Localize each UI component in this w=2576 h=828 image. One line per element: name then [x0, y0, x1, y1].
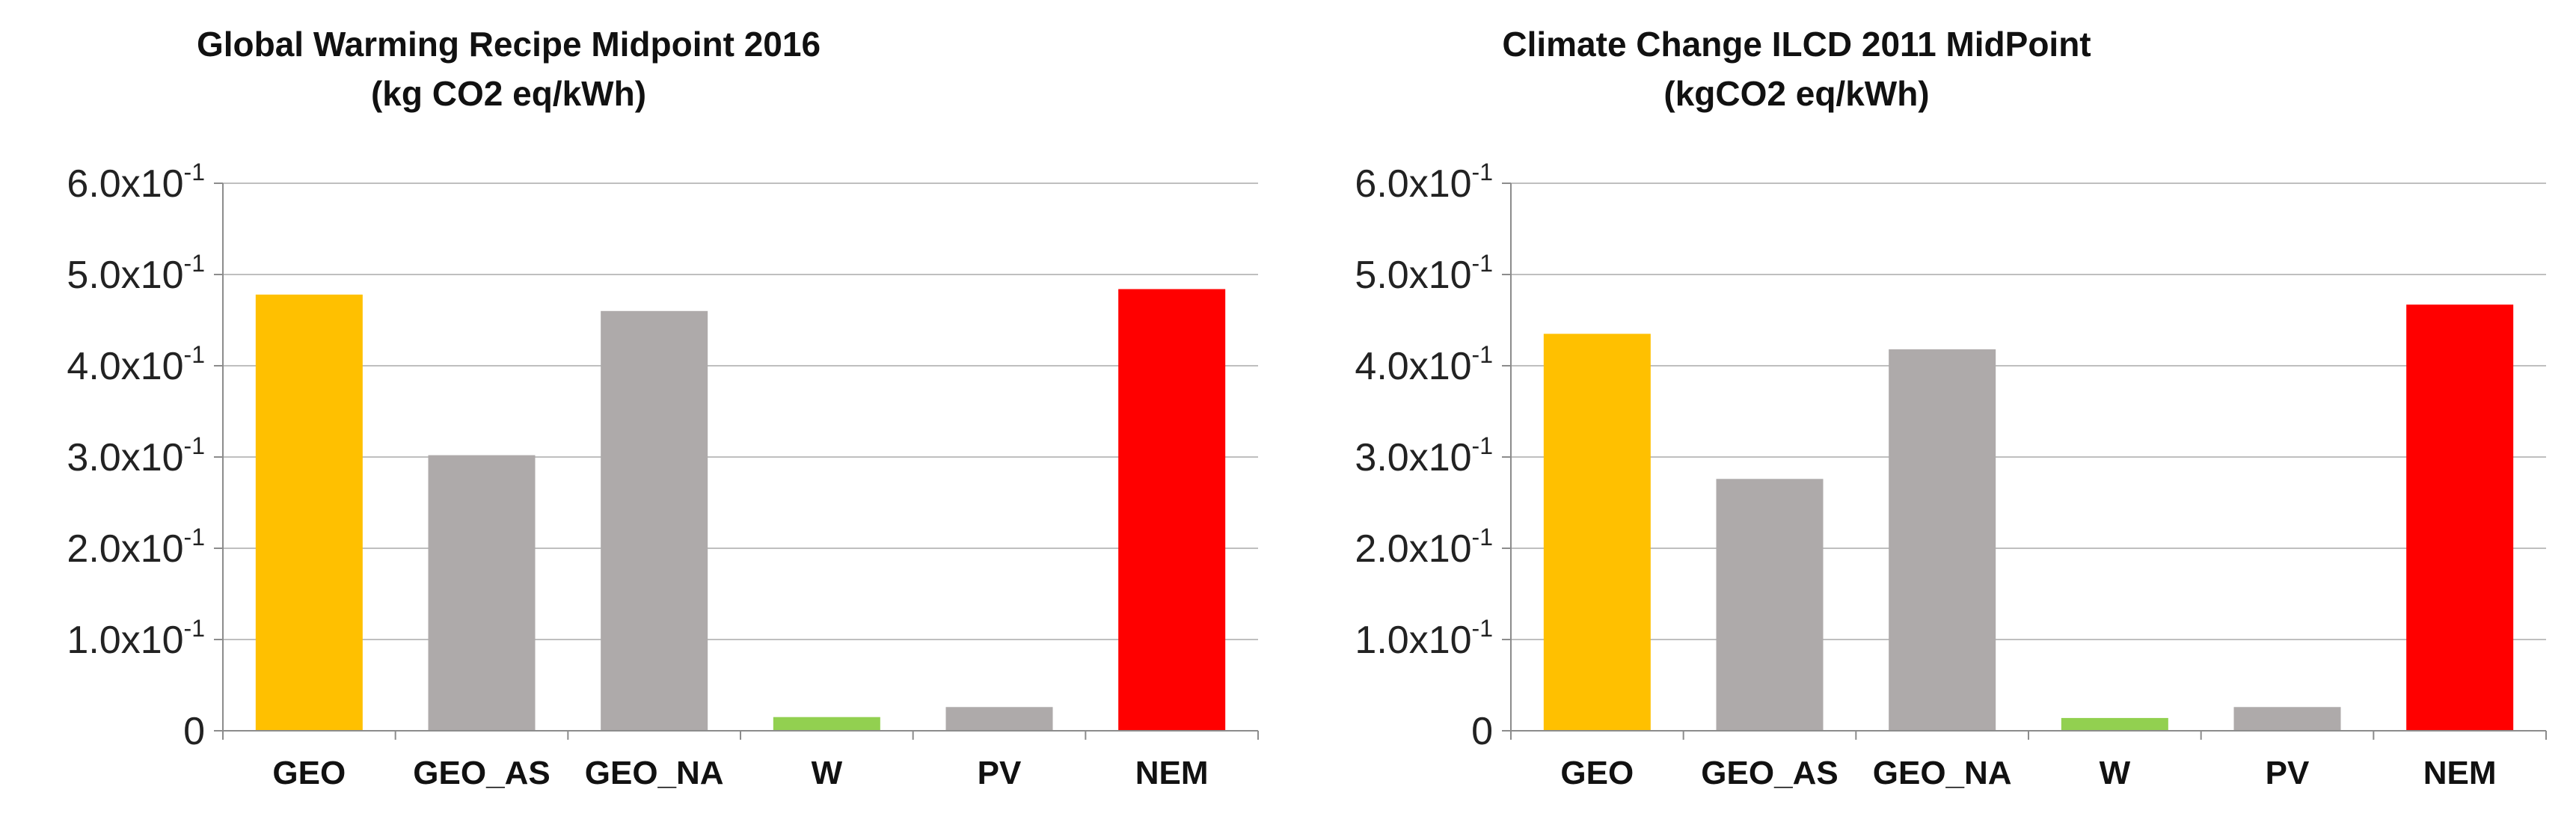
y-tick-label: 5.0x10-1 [1355, 250, 1493, 297]
x-tick-label: PV [2266, 755, 2310, 791]
chart-title: Climate Change ILCD 2011 MidPoint [1502, 25, 2091, 64]
bars [255, 289, 1226, 732]
bar-geo-na [601, 310, 708, 731]
gridlines [1511, 183, 2546, 640]
y-axis: 0 1.0x10-1 2.0x10-1 3.0x10-1 4.0x10-1 5.0x10-… [1355, 159, 1512, 753]
bar-geo-as [428, 455, 536, 731]
bar-nem [2406, 304, 2514, 731]
x-tick-label: GEO [272, 755, 346, 791]
x-tick-label: GEO [1560, 755, 1634, 791]
bar-chart-svg: 0 1.0x10-1 2.0x10-1 3.0x10-1 4.0x10-1 5.0x10-… [1355, 159, 2547, 791]
y-tick-label: 3.0x10-1 [67, 432, 205, 479]
x-tick-label: GEO_NA [1873, 755, 2012, 791]
y-tick-label: 1.0x10-1 [67, 615, 205, 662]
y-tick-label: 1.0x10-1 [1355, 615, 1493, 662]
bar-nem [1118, 289, 1226, 731]
chart-panel-global-warming: Global Warming Recipe Midpoint 2016 (kg … [67, 19, 1259, 791]
y-tick-label: 2.0x10-1 [1355, 524, 1493, 571]
bar-pv [945, 707, 1053, 731]
bar-w [773, 717, 880, 731]
bar-geo [255, 294, 363, 732]
chart-subtitle: (kgCO2 eq/kWh) [1663, 74, 1930, 113]
bar-geo [1543, 334, 1651, 731]
x-axis: GEO GEO_AS GEO_NA W PV NEM [222, 730, 1259, 791]
gridlines [223, 183, 1258, 640]
y-tick-label: 2.0x10-1 [67, 524, 205, 571]
x-tick-label: W [812, 755, 843, 791]
bar-chart-svg: 0 1.0x10-1 2.0x10-1 3.0x10-1 4.0x10-1 5.0x10-… [67, 159, 1259, 791]
y-tick-label: 4.0x10-1 [1355, 341, 1493, 388]
x-axis: GEO GEO_AS GEO_NA W PV NEM [1510, 730, 2547, 791]
x-tick-label: W [2100, 755, 2131, 791]
y-axis: 0 1.0x10-1 2.0x10-1 3.0x10-1 4.0x10-1 5.0x10-… [67, 159, 224, 753]
x-tick-label: GEO_AS [1701, 755, 1838, 791]
chart-title-block: Global Warming Recipe Midpoint 2016 (kg … [97, 19, 920, 118]
bar-pv [2233, 707, 2341, 731]
y-tick-label: 5.0x10-1 [67, 250, 205, 297]
y-tick-label: 6.0x10-1 [67, 159, 205, 206]
x-tick-label: NEM [2423, 755, 2497, 791]
bar-geo-na [1889, 349, 1996, 731]
y-tick-label: 3.0x10-1 [1355, 432, 1493, 479]
chart-panel-climate-change: Climate Change ILCD 2011 MidPoint (kgCO2… [1288, 0, 2576, 828]
bar-geo-as [1716, 479, 1824, 731]
y-tick-label: 0 [183, 710, 205, 753]
x-tick-label: GEO_NA [585, 755, 724, 791]
chart-subtitle: (kg CO2 eq/kWh) [370, 74, 647, 113]
bars [1543, 304, 2514, 731]
chart-title-block: Climate Change ILCD 2011 MidPoint (kgCO2… [1385, 19, 2208, 118]
y-tick-label: 0 [1471, 710, 1493, 753]
bar-w [2061, 717, 2168, 731]
x-tick-label: PV [978, 755, 1022, 791]
y-tick-label: 4.0x10-1 [67, 341, 205, 388]
x-tick-label: NEM [1135, 755, 1209, 791]
y-tick-label: 6.0x10-1 [1355, 159, 1493, 206]
chart-title: Global Warming Recipe Midpoint 2016 [196, 25, 821, 64]
x-tick-label: GEO_AS [413, 755, 550, 791]
